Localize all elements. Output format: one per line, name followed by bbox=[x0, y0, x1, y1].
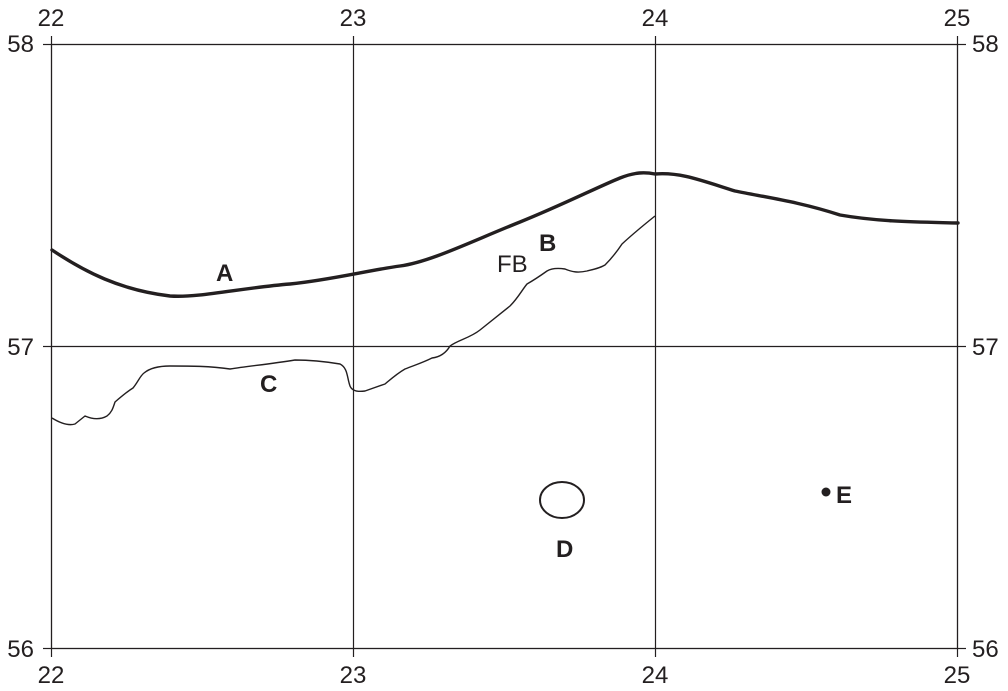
right-lat-label-58: 58 bbox=[972, 31, 999, 58]
bottom-lon-label-22: 22 bbox=[38, 662, 65, 689]
right-lat-label-56: 56 bbox=[972, 636, 999, 663]
label-d: D bbox=[556, 536, 573, 563]
left-lat-label-58: 58 bbox=[7, 31, 34, 58]
label-e: E bbox=[836, 482, 852, 509]
label-c: C bbox=[260, 371, 277, 398]
bottom-lon-label-24: 24 bbox=[642, 662, 669, 689]
left-lat-label-57: 57 bbox=[7, 334, 34, 361]
top-lon-label-24: 24 bbox=[642, 5, 669, 32]
top-lon-label-25: 25 bbox=[944, 5, 971, 32]
bottom-lon-label-25: 25 bbox=[944, 662, 971, 689]
top-lon-label-23: 23 bbox=[340, 5, 367, 32]
label-fb: FB bbox=[497, 251, 528, 278]
coastline-c bbox=[51, 215, 656, 426]
right-lat-label-57: 57 bbox=[972, 334, 999, 361]
feature-d bbox=[539, 481, 585, 519]
frame-ticks bbox=[43, 36, 966, 657]
top-lon-label-22: 22 bbox=[38, 5, 65, 32]
point-e bbox=[821, 487, 831, 497]
line-a bbox=[50, 171, 960, 298]
label-a: A bbox=[216, 260, 233, 287]
left-lat-label-56: 56 bbox=[7, 636, 34, 663]
label-b: B bbox=[539, 230, 556, 257]
bottom-lon-label-23: 23 bbox=[340, 662, 367, 689]
